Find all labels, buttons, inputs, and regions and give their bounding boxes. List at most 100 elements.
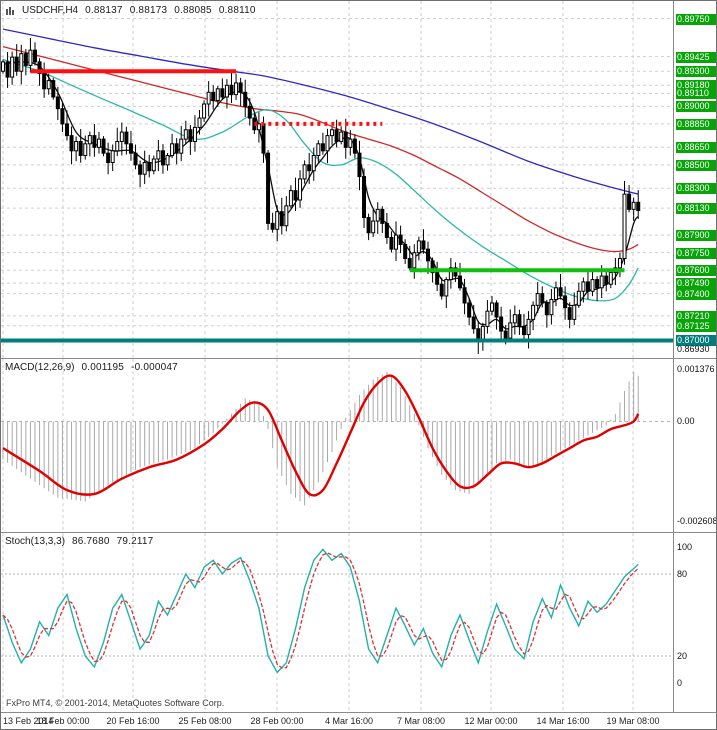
candle: [531, 304, 536, 320]
candle: [256, 123, 261, 131]
candle: [69, 135, 74, 152]
candle: [499, 316, 504, 332]
macd-signal-value: -0.000047: [131, 362, 178, 373]
candle: [147, 162, 152, 172]
candle: [270, 222, 275, 230]
candle: [398, 234, 403, 245]
candle: [512, 314, 517, 324]
candle: [14, 56, 19, 72]
stoch-signal-line: [2, 552, 639, 669]
candle: [439, 283, 444, 297]
candle: [37, 61, 42, 75]
candle: [60, 108, 65, 125]
candle: [412, 252, 417, 269]
panel-separator: [1, 712, 716, 713]
price-scale-label: 0.88850: [676, 119, 716, 130]
candle: [485, 310, 490, 327]
panel-separator[interactable]: [1, 358, 716, 359]
price-scale-label: 0.89180: [676, 80, 716, 91]
candle: [416, 240, 421, 254]
time-axis-label: 28 Feb 00:00: [250, 716, 304, 726]
candle: [133, 152, 138, 166]
candle: [444, 279, 449, 297]
candle: [266, 152, 271, 224]
candle: [156, 150, 161, 160]
candle: [220, 88, 225, 98]
macd-main-value: 0.001195: [81, 362, 125, 373]
chart-symbol-icon: [5, 6, 15, 16]
candle: [96, 138, 101, 148]
price-scale-label: 0.87000: [676, 335, 716, 346]
candle: [526, 318, 531, 336]
candle: [188, 129, 193, 142]
candle: [92, 135, 97, 148]
candle: [55, 96, 60, 110]
candle: [138, 164, 143, 175]
stochastic-plot: [1, 533, 673, 712]
stochastic-header: Stoch(13,3,3) 86.7680 79.2117: [5, 536, 153, 547]
candle: [224, 84, 229, 98]
candle: [521, 325, 526, 336]
price-scale-label: 0.89110: [676, 88, 716, 99]
candle: [124, 131, 129, 145]
candle: [558, 287, 563, 297]
candle: [279, 211, 284, 227]
panel-separator[interactable]: [1, 532, 716, 533]
candle: [553, 287, 558, 300]
candle: [343, 131, 348, 148]
price-scale-label: 0.89300: [676, 66, 716, 77]
candle: [160, 150, 165, 166]
candle: [202, 103, 207, 119]
candle: [467, 302, 472, 318]
candle: [622, 193, 627, 260]
candle: [426, 248, 431, 262]
time-axis-label: 25 Feb 08:00: [178, 716, 232, 726]
time-axis-label: 13 Feb 2014: [3, 716, 54, 726]
candle: [179, 138, 184, 154]
candle: [261, 123, 266, 154]
price-scale-label: 0.87750: [676, 248, 716, 259]
candle: [627, 193, 632, 210]
candle: [23, 53, 28, 66]
candle: [302, 164, 307, 180]
main-chart-canvas[interactable]: [1, 1, 673, 358]
candle: [362, 176, 367, 219]
symbol-period-label: USDCHF,H4: [22, 5, 79, 16]
candle: [183, 129, 188, 140]
macd-panel-canvas[interactable]: [1, 359, 673, 532]
candle: [238, 82, 243, 93]
main-chart-header: USDCHF,H4 0.88137 0.88173 0.88085 0.8811…: [5, 5, 256, 16]
time-axis[interactable]: 13 Feb 2014 18 Feb 00:00 20 Feb 16:00 25 Fe…: [1, 713, 673, 729]
candle: [352, 138, 357, 154]
candle: [535, 293, 540, 306]
candle: [206, 91, 211, 105]
candle: [10, 56, 15, 78]
candle: [348, 138, 353, 148]
candle: [115, 140, 120, 152]
price-scale-label: 0.89750: [676, 14, 716, 25]
stoch-main-line: [2, 548, 639, 674]
quote-high: 0.88173: [129, 5, 168, 16]
candle: [407, 258, 412, 269]
copyright-note: FxPro MT4, © 2001-2014, MetaQuotes Softw…: [6, 698, 225, 708]
candle: [307, 164, 312, 172]
candle: [197, 117, 202, 128]
price-scale[interactable]: 0.89750 0.89425 0.89300 0.89180 0.89110 0.890…: [674, 1, 716, 713]
candle: [170, 143, 175, 157]
candle: [5, 61, 10, 78]
candle: [581, 281, 586, 292]
candle: [311, 155, 316, 172]
candle: [64, 123, 69, 137]
candle: [384, 222, 389, 238]
stochastic-panel-canvas[interactable]: [1, 533, 673, 712]
candle: [174, 143, 179, 154]
candle: [334, 129, 339, 142]
candle: [87, 135, 92, 145]
price-scale-label: 0.89000: [676, 101, 716, 112]
time-axis-label: 14 Mar 16:00: [536, 716, 590, 726]
candle: [19, 53, 24, 72]
quote-close: 0.88110: [218, 5, 256, 16]
candle: [275, 211, 280, 230]
candle: [494, 302, 499, 318]
stochastic-label: Stoch(13,3,3): [5, 536, 66, 547]
